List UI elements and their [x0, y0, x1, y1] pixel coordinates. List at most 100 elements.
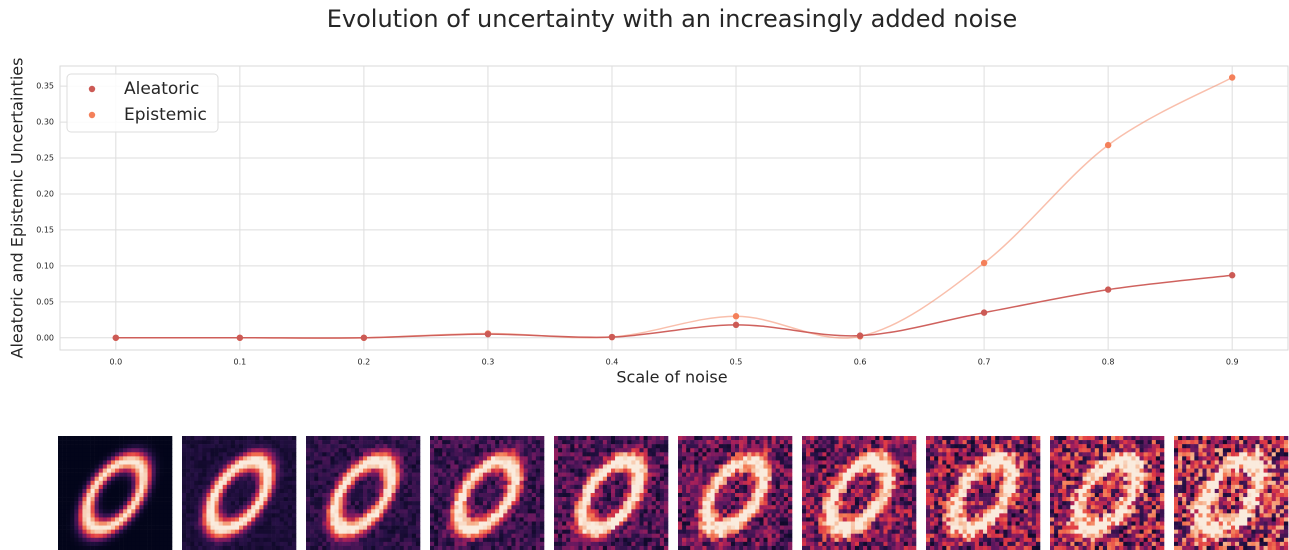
pixel — [106, 493, 112, 498]
pixel — [438, 472, 443, 478]
pixel — [210, 541, 215, 547]
pixel — [558, 484, 563, 490]
pixel — [594, 513, 600, 518]
pixel — [787, 493, 793, 498]
pixel — [131, 452, 136, 457]
pixel — [106, 464, 112, 469]
pixel — [623, 448, 628, 453]
pixel — [283, 517, 289, 522]
pixel — [726, 541, 732, 547]
pixel — [383, 521, 388, 526]
pixel — [458, 513, 463, 518]
pixel — [739, 484, 744, 490]
pixel — [763, 529, 768, 535]
pixel — [779, 468, 785, 473]
pixel — [554, 525, 559, 530]
pixel — [698, 545, 703, 550]
pixel — [535, 440, 541, 445]
pixel — [775, 448, 781, 453]
pixel — [74, 493, 79, 498]
pixel — [895, 444, 901, 449]
pixel — [442, 509, 447, 514]
pixel — [722, 497, 728, 502]
pixel — [694, 501, 699, 506]
pixel — [306, 517, 311, 522]
pixel — [590, 480, 596, 486]
pixel — [82, 533, 87, 539]
pixel — [655, 484, 661, 490]
pixel — [314, 501, 319, 506]
pixel — [879, 440, 884, 445]
pixel — [558, 464, 563, 469]
pixel — [251, 464, 256, 469]
legend-label: Epistemic — [124, 105, 207, 125]
pixel — [818, 436, 823, 441]
pixel — [214, 513, 219, 518]
pixel — [391, 464, 396, 469]
pixel — [710, 456, 715, 461]
pixel — [743, 436, 748, 441]
pixel — [263, 476, 268, 482]
pixel — [539, 533, 545, 539]
pixel — [358, 472, 364, 478]
pixel — [694, 464, 699, 469]
pixel — [495, 484, 500, 490]
pixel — [682, 460, 687, 465]
pixel — [387, 476, 392, 482]
pixel — [234, 456, 240, 461]
pixel — [190, 493, 195, 498]
pixel — [234, 484, 240, 490]
pixel — [503, 444, 508, 449]
pixel — [291, 545, 297, 550]
pixel — [482, 513, 488, 518]
pixel — [230, 505, 236, 510]
pixel — [458, 497, 463, 502]
pixel — [379, 501, 384, 506]
pixel — [438, 488, 443, 494]
pixel — [446, 440, 451, 445]
pixel — [722, 464, 728, 469]
pixel — [318, 541, 323, 547]
pixel — [411, 529, 417, 535]
pixel — [198, 525, 203, 530]
pixel — [123, 497, 128, 502]
pixel — [395, 497, 400, 502]
pixel — [383, 488, 388, 494]
pixel — [554, 509, 559, 514]
pixel — [135, 452, 140, 457]
pixel — [775, 484, 781, 490]
pixel — [639, 513, 644, 518]
pixel — [379, 488, 384, 494]
pixel — [779, 529, 785, 535]
pixel — [194, 436, 199, 441]
pixel — [446, 509, 451, 514]
pixel — [218, 509, 224, 514]
pixel — [602, 460, 608, 465]
pixel — [722, 480, 728, 486]
pixel — [503, 517, 508, 522]
pixel — [375, 472, 380, 478]
pixel — [263, 497, 268, 502]
pixel — [690, 493, 695, 498]
pixel — [206, 541, 211, 547]
pixel — [438, 537, 443, 543]
pixel — [507, 493, 512, 498]
pixel — [383, 493, 388, 498]
pixel — [562, 436, 567, 441]
pixel — [446, 480, 451, 486]
pixel — [283, 541, 289, 547]
pixel — [131, 476, 136, 482]
pixel — [470, 444, 476, 449]
pixel — [383, 533, 388, 539]
pixel — [659, 436, 665, 441]
pixel — [438, 452, 443, 457]
pixel — [354, 501, 360, 506]
pixel — [690, 440, 695, 445]
pixel — [686, 513, 691, 518]
pixel — [743, 541, 748, 547]
pixel — [350, 541, 356, 547]
pixel — [495, 448, 500, 453]
pixel — [147, 480, 152, 486]
pixel — [102, 493, 108, 498]
pixel — [643, 472, 648, 478]
